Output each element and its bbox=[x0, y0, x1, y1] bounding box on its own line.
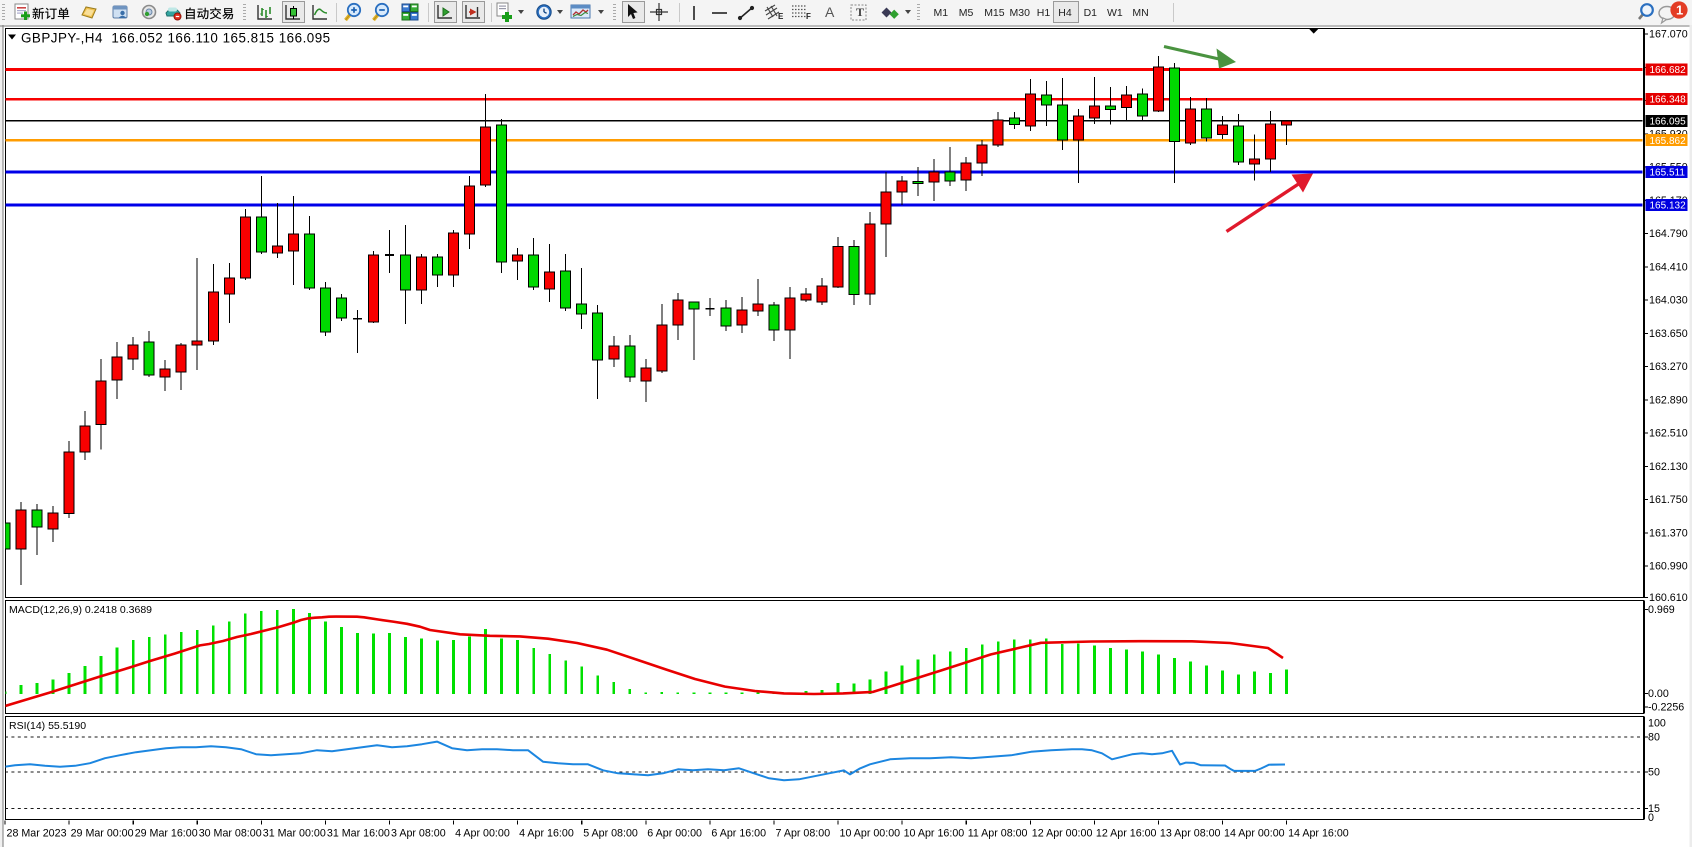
svg-text:3 Apr 08:00: 3 Apr 08:00 bbox=[391, 828, 446, 840]
svg-text:165.511: 165.511 bbox=[1650, 168, 1686, 179]
svg-text:RSI(14) 55.5190: RSI(14) 55.5190 bbox=[9, 720, 86, 732]
svg-text:12 Apr 00:00: 12 Apr 00:00 bbox=[1032, 828, 1093, 840]
svg-text:MACD(12,26,9) 0.2418 0.3689: MACD(12,26,9) 0.2418 0.3689 bbox=[9, 604, 152, 616]
svg-text:30 Mar 08:00: 30 Mar 08:00 bbox=[199, 828, 262, 840]
svg-text:GBPJPY-,H4 166.052 166.110 16: GBPJPY-,H4 166.052 166.110 165.815 166.0… bbox=[21, 31, 331, 46]
svg-text:164.410: 164.410 bbox=[1649, 261, 1688, 273]
svg-text:10 Apr 00:00: 10 Apr 00:00 bbox=[840, 828, 901, 840]
svg-text:160.610: 160.610 bbox=[1649, 592, 1688, 604]
svg-text:50: 50 bbox=[1648, 767, 1660, 779]
svg-text:13 Apr 08:00: 13 Apr 08:00 bbox=[1160, 828, 1221, 840]
svg-text:29 Mar 00:00: 29 Mar 00:00 bbox=[71, 828, 134, 840]
svg-text:164.030: 164.030 bbox=[1649, 295, 1688, 307]
svg-text:7 Apr 08:00: 7 Apr 08:00 bbox=[776, 828, 831, 840]
svg-text:164.790: 164.790 bbox=[1649, 228, 1688, 240]
svg-text:4 Apr 00:00: 4 Apr 00:00 bbox=[455, 828, 510, 840]
svg-text:6 Apr 16:00: 6 Apr 16:00 bbox=[711, 828, 766, 840]
svg-text:161.370: 161.370 bbox=[1649, 527, 1688, 539]
svg-text:0.969: 0.969 bbox=[1648, 604, 1675, 616]
svg-text:28 Mar 2023: 28 Mar 2023 bbox=[7, 828, 67, 840]
svg-text:165.862: 165.862 bbox=[1650, 136, 1687, 147]
svg-text:5 Apr 08:00: 5 Apr 08:00 bbox=[583, 828, 638, 840]
svg-text:31 Mar 00:00: 31 Mar 00:00 bbox=[263, 828, 326, 840]
svg-text:1: 1 bbox=[1676, 3, 1683, 18]
svg-text:100: 100 bbox=[1648, 717, 1666, 729]
svg-text:-0.2256: -0.2256 bbox=[1648, 701, 1684, 713]
svg-text:14 Apr 16:00: 14 Apr 16:00 bbox=[1288, 828, 1349, 840]
svg-text:11 Apr 08:00: 11 Apr 08:00 bbox=[968, 828, 1028, 840]
svg-text:166.682: 166.682 bbox=[1650, 65, 1687, 76]
svg-text:165.132: 165.132 bbox=[1650, 201, 1687, 212]
svg-text:163.650: 163.650 bbox=[1649, 328, 1688, 340]
svg-text:29 Mar 16:00: 29 Mar 16:00 bbox=[135, 828, 198, 840]
svg-text:163.270: 163.270 bbox=[1649, 361, 1688, 373]
svg-text:15: 15 bbox=[1648, 803, 1660, 815]
svg-text:4 Apr 16:00: 4 Apr 16:00 bbox=[519, 828, 574, 840]
svg-text:10 Apr 16:00: 10 Apr 16:00 bbox=[904, 828, 965, 840]
svg-text:0.00: 0.00 bbox=[1648, 688, 1669, 700]
svg-text:12 Apr 16:00: 12 Apr 16:00 bbox=[1096, 828, 1157, 840]
svg-text:162.510: 162.510 bbox=[1649, 428, 1688, 440]
svg-text:166.348: 166.348 bbox=[1650, 95, 1687, 106]
svg-text:166.095: 166.095 bbox=[1650, 117, 1687, 128]
svg-text:161.750: 161.750 bbox=[1649, 494, 1688, 506]
svg-text:0: 0 bbox=[1648, 812, 1654, 824]
svg-text:31 Mar 16:00: 31 Mar 16:00 bbox=[327, 828, 390, 840]
svg-text:6 Apr 00:00: 6 Apr 00:00 bbox=[647, 828, 702, 840]
svg-text:80: 80 bbox=[1648, 732, 1660, 744]
svg-text:162.130: 162.130 bbox=[1649, 461, 1688, 473]
svg-text:160.990: 160.990 bbox=[1649, 561, 1688, 573]
svg-text:162.890: 162.890 bbox=[1649, 394, 1688, 406]
svg-text:14 Apr 00:00: 14 Apr 00:00 bbox=[1224, 828, 1285, 840]
svg-text:167.070: 167.070 bbox=[1649, 29, 1688, 41]
